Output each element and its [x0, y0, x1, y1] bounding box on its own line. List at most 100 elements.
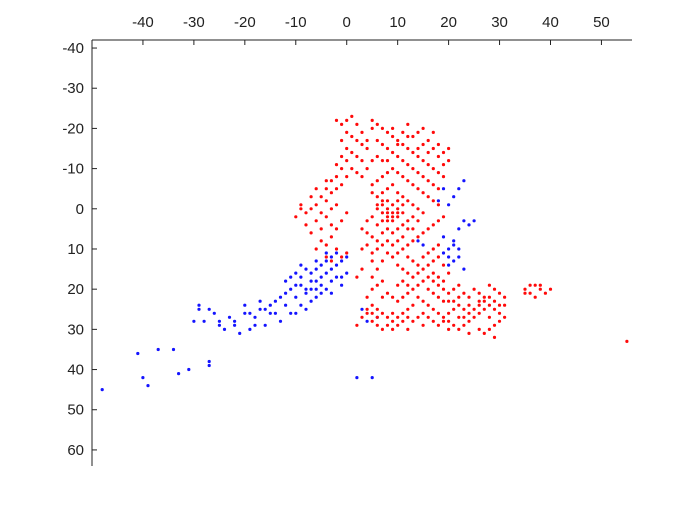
- scatter-point: [375, 207, 379, 211]
- scatter-point: [360, 307, 364, 311]
- scatter-point: [294, 271, 298, 275]
- scatter-point: [406, 146, 410, 151]
- scatter-point: [467, 319, 471, 323]
- scatter-point: [416, 187, 420, 191]
- scatter-point: [360, 315, 364, 319]
- scatter-point: [365, 146, 369, 151]
- scatter-point: [334, 275, 339, 279]
- scatter-point: [340, 183, 344, 187]
- scatter-point: [385, 239, 390, 243]
- scatter-point: [278, 295, 283, 299]
- scatter-point: [457, 187, 461, 191]
- scatter-point: [324, 287, 328, 291]
- scatter-point: [385, 323, 390, 327]
- x-tick-label: 50: [593, 14, 610, 31]
- scatter-point: [319, 195, 323, 199]
- points-layer: [100, 114, 629, 392]
- scatter-point: [217, 319, 221, 323]
- scatter-point: [431, 199, 435, 203]
- scatter-point: [396, 142, 400, 147]
- scatter-point: [385, 315, 390, 319]
- scatter-point: [401, 319, 405, 323]
- scatter-point: [477, 299, 481, 303]
- scatter-point: [401, 175, 405, 179]
- scatter-point: [528, 283, 532, 287]
- scatter-point: [436, 243, 440, 247]
- scatter-point: [380, 243, 384, 247]
- scatter-point: [319, 227, 323, 231]
- scatter-point: [380, 203, 384, 207]
- scatter-point: [441, 287, 446, 291]
- scatter-point: [431, 183, 435, 187]
- y-tick-label: -10: [62, 161, 84, 178]
- scatter-point: [370, 191, 374, 195]
- scatter-point: [421, 323, 425, 327]
- scatter-point: [324, 179, 328, 183]
- scatter-point: [141, 376, 145, 380]
- scatter-point: [253, 315, 257, 319]
- scatter-point: [441, 163, 446, 167]
- scatter-point: [380, 311, 384, 315]
- scatter-point: [380, 159, 384, 163]
- x-tick-label: 20: [440, 14, 457, 31]
- y-tick-label: 30: [67, 321, 84, 338]
- scatter-point: [431, 291, 435, 295]
- scatter-point: [355, 376, 359, 380]
- scatter-point: [355, 275, 359, 279]
- scatter-point: [375, 138, 379, 143]
- scatter-point: [447, 299, 451, 303]
- scatter-point: [324, 251, 328, 255]
- y-tick-label: 20: [67, 281, 84, 298]
- scatter-point: [401, 235, 405, 239]
- scatter-point: [391, 134, 395, 139]
- x-tick-label: 40: [542, 14, 559, 31]
- scatter-point: [304, 307, 308, 311]
- scatter-point: [441, 263, 446, 267]
- scatter-point: [421, 175, 425, 179]
- scatter-point: [385, 251, 390, 255]
- scatter-point: [375, 239, 379, 243]
- scatter-point: [406, 327, 410, 331]
- scatter-point: [340, 283, 344, 287]
- scatter-point: [477, 311, 481, 315]
- scatter-point: [462, 179, 466, 183]
- scatter-point: [411, 319, 415, 323]
- scatter-point: [396, 207, 400, 211]
- scatter-point: [396, 171, 400, 175]
- scatter-point: [380, 199, 384, 203]
- scatter-point: [401, 223, 405, 227]
- scatter-point: [441, 235, 446, 239]
- scatter-point: [365, 307, 369, 311]
- scatter-point: [197, 303, 201, 307]
- scatter-point: [426, 275, 430, 279]
- scatter-point: [401, 247, 405, 251]
- scatter-point: [431, 319, 435, 323]
- scatter-point: [462, 219, 466, 223]
- scatter-point: [243, 303, 247, 307]
- scatter-point: [447, 255, 451, 259]
- scatter-point: [467, 311, 471, 315]
- scatter-point: [314, 259, 318, 263]
- scatter-point: [391, 319, 395, 323]
- scatter-point: [375, 283, 379, 287]
- scatter-point: [238, 331, 242, 335]
- scatter-point: [416, 171, 420, 175]
- scatter-point: [391, 231, 395, 235]
- scatter-point: [472, 315, 476, 319]
- scatter-point: [217, 323, 221, 327]
- scatter-point: [411, 303, 415, 307]
- scatter-point: [426, 303, 430, 307]
- scatter-point: [360, 267, 364, 271]
- scatter-point: [482, 295, 486, 299]
- scatter-point: [319, 239, 323, 243]
- scatter-point: [345, 175, 349, 179]
- scatter-point: [391, 183, 395, 187]
- scatter-point: [375, 203, 379, 207]
- scatter-point: [406, 163, 410, 167]
- scatter-point: [385, 130, 390, 134]
- scatter-point: [421, 231, 425, 235]
- scatter-point: [431, 259, 435, 263]
- scatter-point: [100, 388, 104, 392]
- scatter-point: [441, 279, 446, 283]
- scatter-point: [487, 303, 491, 307]
